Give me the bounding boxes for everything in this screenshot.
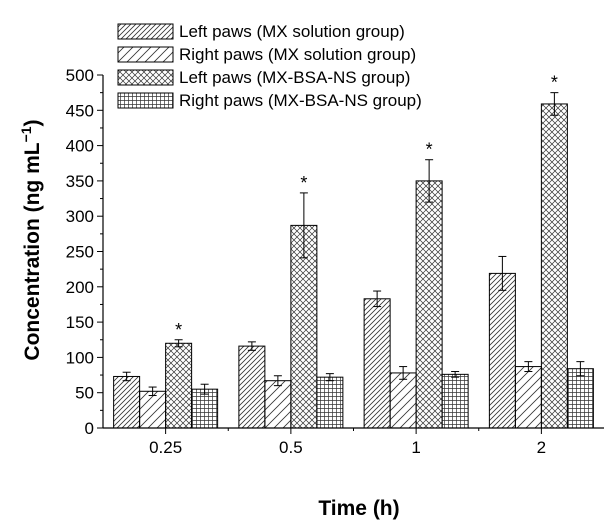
y-tick-label: 400 <box>66 137 94 156</box>
y-tick-label: 100 <box>66 348 94 367</box>
bar <box>540 103 568 429</box>
legend-label: Right paws (MX solution group) <box>179 45 416 64</box>
bar <box>139 390 167 429</box>
x-tick-label: 2 <box>537 438 546 457</box>
bar <box>165 342 193 429</box>
x-axis-title: Time (h) <box>318 497 399 520</box>
y-axis-title-sup: −1 <box>18 126 34 142</box>
bars-group: * * * * <box>113 73 594 429</box>
axes-group: 0 50 100 150 200 250 300 350 400 450 500 0.25 0.5 1 2 <box>66 66 604 457</box>
legend-item: Right paws (MX solution group) <box>117 45 416 64</box>
legend-label: Right paws (MX-BSA-NS group) <box>179 91 422 110</box>
y-tick-label: 300 <box>66 207 94 226</box>
significance-marker: * <box>426 140 433 160</box>
bar <box>441 373 469 429</box>
x-tick-label: 1 <box>411 438 420 457</box>
legend-item: Right paws (MX-BSA-NS group) <box>117 91 422 110</box>
significance-marker: * <box>300 173 307 193</box>
y-tick-label: 50 <box>75 384 94 403</box>
x-tick-label: 0.25 <box>149 438 182 457</box>
bar <box>514 366 542 429</box>
y-tick-label: 150 <box>66 313 94 332</box>
legend-label: Left paws (MX solution group) <box>179 22 405 41</box>
y-tick-label: 0 <box>85 419 94 438</box>
legend: Left paws (MX solution group) Right paws … <box>117 22 422 110</box>
x-tick-label: 0.5 <box>279 438 303 457</box>
bar <box>389 372 417 429</box>
legend-swatch <box>117 92 174 109</box>
legend-swatch <box>117 46 174 63</box>
legend-item: Left paws (MX-BSA-NS group) <box>117 68 410 87</box>
y-axis-title-main: Concentration (ng mL <box>21 142 44 360</box>
legend-label: Left paws (MX-BSA-NS group) <box>179 68 410 87</box>
bar <box>290 224 318 429</box>
bar <box>113 375 141 429</box>
bar <box>264 380 292 429</box>
y-tick-label: 350 <box>66 172 94 191</box>
bar <box>566 368 594 429</box>
y-axis-title: Concentration (ng mL−1) <box>18 119 44 360</box>
bar <box>363 298 391 429</box>
y-tick-label: 500 <box>66 66 94 85</box>
bar <box>238 345 266 429</box>
legend-item: Left paws (MX solution group) <box>117 22 405 41</box>
y-axis-title-tail: ) <box>21 119 44 126</box>
y-tick-label: 450 <box>66 101 94 120</box>
significance-marker: * <box>551 73 558 93</box>
bar <box>415 180 443 429</box>
y-tick-label: 200 <box>66 278 94 297</box>
significance-marker: * <box>175 320 182 340</box>
y-tick-label: 250 <box>66 243 94 262</box>
legend-swatch <box>117 69 174 86</box>
bar <box>316 376 344 429</box>
legend-swatch <box>117 23 174 40</box>
bar <box>488 272 516 429</box>
bar <box>191 388 219 429</box>
